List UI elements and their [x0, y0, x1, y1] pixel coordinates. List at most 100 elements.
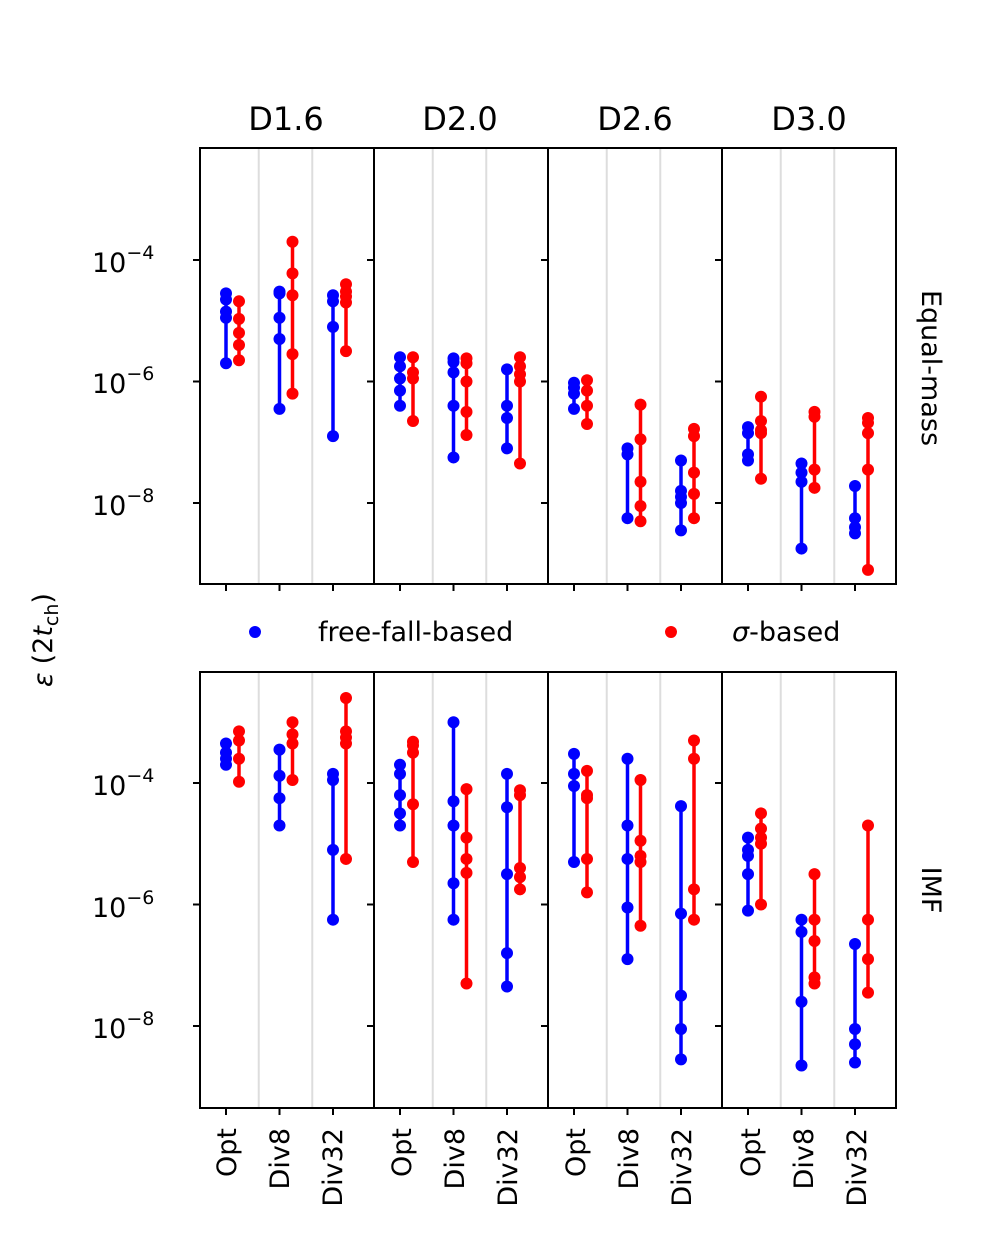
equal-mass-d2-6-div32-free-fall-point [675, 454, 687, 467]
equal-mass-d3-0-opt-free-fall-point [742, 454, 754, 467]
separator-layer [257, 148, 836, 1108]
equal-mass-d2-6-div32-sigma-point [688, 466, 700, 479]
imf-d3-0-div8-free-fall-point [795, 913, 808, 926]
equal-mass-d2-6-div32-free-fall-point [675, 524, 687, 537]
imf-d2-6-opt-sigma-point [581, 792, 593, 805]
equal-mass-d2-0-opt-sigma-point [407, 351, 419, 364]
imf-d3-0-div32-free-fall-point [849, 1023, 861, 1036]
equal-mass-d2-0-div8-sigma-point [460, 405, 473, 418]
xtick-label-d2-0-div8: Div8 [440, 1128, 471, 1189]
equal-mass-d3-0-div8-free-fall-point [795, 475, 808, 488]
imf-d1-6-div8-free-fall-point [273, 769, 286, 782]
equal-mass-d2-6-div32-free-fall-point [675, 497, 687, 509]
xtick-label-d1-6-opt: Opt [212, 1128, 243, 1177]
equal-mass-d1-6-opt-free-fall-point [220, 357, 232, 370]
equal-mass-d2-6-opt-sigma-point [581, 384, 593, 397]
imf-d2-6-div32-free-fall-point [675, 1053, 687, 1066]
imf-d3-0-opt-sigma-point [755, 898, 767, 911]
imf-d2-6-div32-sigma-point [688, 734, 700, 747]
equal-mass-d2-6-opt-free-fall-point [568, 387, 580, 400]
equal-mass-d2-0-div8-free-fall-point [447, 451, 460, 464]
imf-d2-6-div32-sigma-point [688, 913, 700, 926]
imf-d1-6-div32-free-fall-point [327, 773, 339, 786]
equal-mass-d2-0-div32-free-fall-point [501, 399, 513, 412]
equal-mass-d1-6-div32-free-fall-point [327, 295, 339, 308]
imf-d3-0-opt-sigma-point [755, 807, 767, 820]
equal-mass-d3-0-div32-sigma-point [862, 463, 874, 476]
imf-d2-6-opt-sigma-point [581, 886, 593, 899]
imf-d2-0-div32-free-fall-point [501, 868, 513, 881]
ytick-label-bottom-1e-6: 10−6 [92, 887, 154, 924]
imf-d2-6-div32-sigma-point [688, 883, 700, 896]
equal-mass-d1-6-div8-sigma-point [286, 235, 299, 248]
equal-mass-d2-6-div32-sigma-point [688, 512, 700, 525]
imf-d2-6-div8-free-fall-point [621, 901, 634, 914]
imf-d1-6-div8-free-fall-point [273, 743, 286, 756]
equal-mass-d1-6-div8-sigma-point [286, 267, 299, 280]
imf-d2-0-opt-sigma-point [407, 746, 419, 759]
equal-mass-d3-0-opt-sigma-point [755, 390, 767, 403]
equal-mass-d2-0-opt-sigma-point [407, 414, 419, 427]
equal-mass-d3-0-div32-free-fall-point [849, 479, 861, 492]
imf-d2-0-div32-free-fall-point [501, 980, 513, 993]
equal-mass-d1-6-div8-sigma-point [286, 289, 299, 302]
equal-mass-d2-0-opt-free-fall-point [394, 372, 406, 385]
equal-mass-d1-6-opt-sigma-point [233, 339, 245, 352]
imf-d3-0-div8-free-fall-point [795, 1059, 808, 1072]
equal-mass-d2-0-div8-sigma-point [460, 428, 473, 441]
equal-mass-d3-0-opt-sigma-point [755, 472, 767, 485]
equal-mass-d2-0-opt-sigma-point [407, 372, 419, 385]
imf-d2-0-opt-sigma-point [407, 798, 419, 811]
equal-mass-d2-0-div32-free-fall-point [501, 363, 513, 376]
imf-d2-0-opt-free-fall-point [394, 789, 406, 802]
imf-d2-0-div32-sigma-point [514, 871, 526, 884]
imf-d1-6-div8-sigma-point [286, 728, 299, 741]
equal-mass-d3-0-div32-free-fall-point [849, 512, 861, 525]
imf-d2-6-div8-free-fall-point [621, 752, 634, 765]
equal-mass-d2-0-div8-sigma-point [460, 357, 473, 370]
imf-d2-0-opt-free-fall-point [394, 807, 406, 820]
legend-label-free-fall: free-fall-based [318, 617, 513, 648]
xtick-label-d1-6-div32: Div32 [318, 1128, 349, 1207]
imf-d1-6-div8-free-fall-point [273, 792, 286, 805]
ytick-label-top-1e-8: 10−8 [92, 485, 154, 522]
equal-mass-d1-6-div8-free-fall-point [273, 332, 286, 345]
imf-d3-0-div8-free-fall-point [795, 995, 808, 1008]
equal-mass-d3-0-opt-sigma-point [755, 427, 767, 440]
imf-d2-6-opt-free-fall-point [568, 767, 580, 780]
imf-d2-6-div8-free-fall-point [621, 953, 634, 966]
series-layer [220, 235, 874, 1072]
imf-d2-6-div32-sigma-point [688, 752, 700, 765]
imf-d2-6-div8-free-fall-point [621, 819, 634, 832]
imf-d3-0-div32-free-fall-point [849, 1038, 861, 1051]
imf-d3-0-opt-free-fall-point [742, 868, 754, 881]
imf-d1-6-div32-free-fall-point [327, 913, 339, 926]
imf-d3-0-div32-free-fall-point [849, 937, 861, 950]
equal-mass-d2-6-div8-free-fall-point [621, 512, 634, 525]
equal-mass-d3-0-div8-free-fall-point [795, 457, 808, 470]
imf-d3-0-opt-free-fall-point [742, 831, 754, 844]
equal-mass-d3-0-div8-sigma-point [808, 481, 821, 494]
imf-d3-0-opt-free-fall-point [742, 849, 754, 862]
imf-d2-0-opt-free-fall-point [394, 819, 406, 832]
xtick-label-d3-0-div8: Div8 [789, 1128, 820, 1189]
imf-d2-0-div32-free-fall-point [501, 801, 513, 814]
imf-d2-0-div8-sigma-point [460, 783, 473, 796]
xtick-label-d2-6-div32: Div32 [667, 1128, 698, 1207]
imf-d1-6-div32-free-fall-point [327, 843, 339, 856]
imf-d2-6-div8-free-fall-point [621, 852, 634, 865]
equal-mass-d3-0-div8-free-fall-point [795, 542, 808, 555]
equal-mass-d2-6-div8-sigma-point [634, 398, 647, 411]
equal-mass-d1-6-div8-free-fall-point [273, 402, 286, 415]
imf-d3-0-div8-sigma-point [808, 868, 821, 881]
equal-mass-d2-6-div8-sigma-point [634, 475, 647, 488]
column-title-d2-6: D2.6 [597, 100, 673, 138]
imf-d2-6-div32-free-fall-point [675, 989, 687, 1002]
imf-d3-0-div32-free-fall-point [849, 1056, 861, 1069]
xtick-label-d3-0-div32: Div32 [842, 1128, 873, 1207]
equal-mass-d2-0-div32-free-fall-point [501, 442, 513, 455]
equal-mass-d3-0-opt-free-fall-point [742, 427, 754, 440]
row-label-imf: IMF [915, 867, 946, 914]
equal-mass-d2-0-opt-free-fall-point [394, 351, 406, 364]
equal-mass-d3-0-opt-sigma-point [755, 414, 767, 427]
